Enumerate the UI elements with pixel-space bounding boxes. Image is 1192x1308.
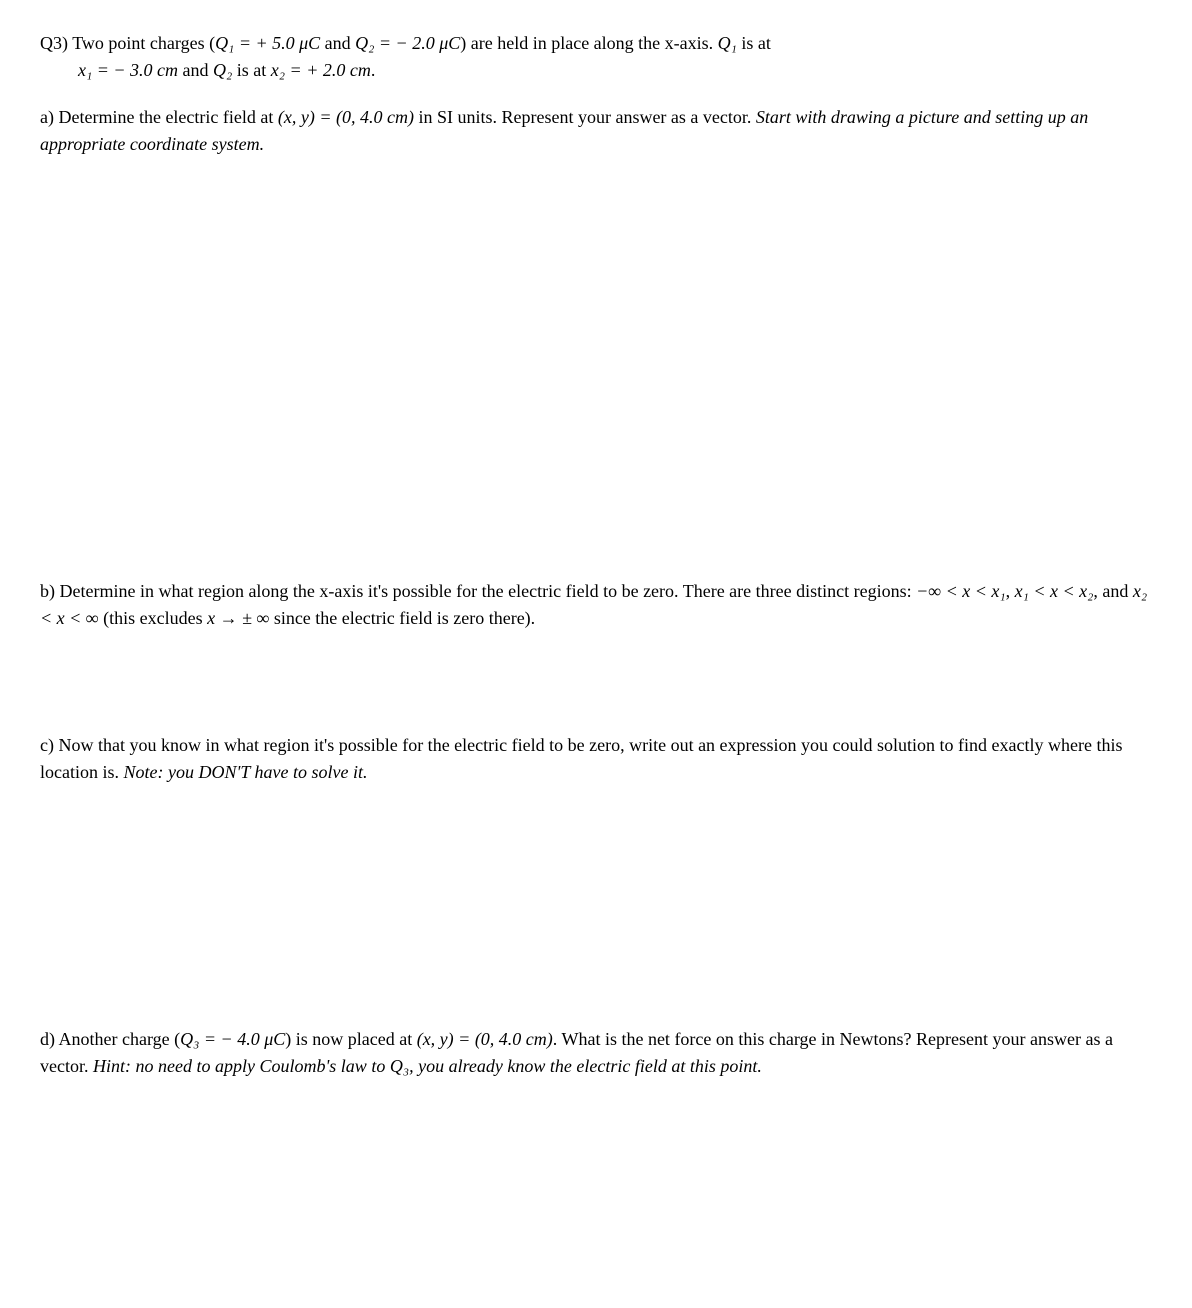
q3-period: . xyxy=(371,60,376,80)
b-text1: Determine in what region along the x-axi… xyxy=(60,581,917,601)
a-text1: Determine the electric field at xyxy=(58,107,277,127)
workspace-b xyxy=(40,652,1152,732)
q3-line1: Q3) Two point charges (Q₁ = + 5.0 μC and… xyxy=(40,30,1152,57)
b-content: b) Determine in what region along the x-… xyxy=(40,578,1152,632)
q3-q1: Q₁ = + 5.0 μC xyxy=(215,33,320,53)
b-excl: x → ± ∞ xyxy=(207,608,269,628)
d-q3: Q₃ = − 4.0 μC xyxy=(180,1029,285,1049)
b-r2: x₁ < x < x₂ xyxy=(1015,581,1094,601)
b-r1: −∞ < x < x₁ xyxy=(916,581,1006,601)
q3-text: Two point charges ( xyxy=(72,33,215,53)
a-label: a) xyxy=(40,107,54,127)
c-content: c) Now that you know in what region it's… xyxy=(40,732,1152,786)
a-coord: (x, y) = (0, 4.0 cm) xyxy=(278,107,414,127)
part-a: a) Determine the electric field at (x, y… xyxy=(40,104,1152,158)
c-italic: Note: you DON'T have to solve it. xyxy=(124,762,368,782)
part-b: b) Determine in what region along the x-… xyxy=(40,578,1152,632)
question-q3: Q3) Two point charges (Q₁ = + 5.0 μC and… xyxy=(40,30,1152,84)
part-c: c) Now that you know in what region it's… xyxy=(40,732,1152,786)
q3-text3: is at xyxy=(737,33,771,53)
b-sep2: , and xyxy=(1093,581,1133,601)
q3-line2: x₁ = − 3.0 cm and Q₂ is at x₂ = + 2.0 cm… xyxy=(40,57,1152,84)
q3-q2: Q₂ = − 2.0 μC xyxy=(355,33,460,53)
d-text1: Another charge ( xyxy=(59,1029,181,1049)
b-text3: since the electric field is zero there). xyxy=(269,608,535,628)
q3-q2b: Q₂ xyxy=(213,60,232,80)
d-content: d) Another charge (Q₃ = − 4.0 μC) is now… xyxy=(40,1026,1152,1080)
a-line1: a) Determine the electric field at (x, y… xyxy=(40,104,1152,158)
d-label: d) xyxy=(40,1029,55,1049)
q3-x2: x₂ = + 2.0 cm xyxy=(271,60,371,80)
d-coord: (x, y) = (0, 4.0 cm) xyxy=(417,1029,553,1049)
c-label: c) xyxy=(40,735,54,755)
a-text2: in SI units. Represent your answer as a … xyxy=(414,107,756,127)
q3-and: and xyxy=(320,33,355,53)
d-text2: ) is now placed at xyxy=(285,1029,416,1049)
b-sep1: , xyxy=(1006,581,1015,601)
d-italic: Hint: no need to apply Coulomb's law to … xyxy=(93,1056,762,1076)
q3-isat: is at xyxy=(232,60,271,80)
q3-x1: x₁ = − 3.0 cm xyxy=(78,60,178,80)
part-d: d) Another charge (Q₃ = − 4.0 μC) is now… xyxy=(40,1026,1152,1080)
workspace-c xyxy=(40,806,1152,1026)
b-text2: (this excludes xyxy=(99,608,207,628)
q3-q1is: Q₁ xyxy=(718,33,737,53)
q3-and2: and xyxy=(178,60,213,80)
q3-text2: ) are held in place along the x-axis. xyxy=(460,33,717,53)
b-label: b) xyxy=(40,581,55,601)
q3-label: Q3) xyxy=(40,33,68,53)
workspace-a xyxy=(40,178,1152,578)
